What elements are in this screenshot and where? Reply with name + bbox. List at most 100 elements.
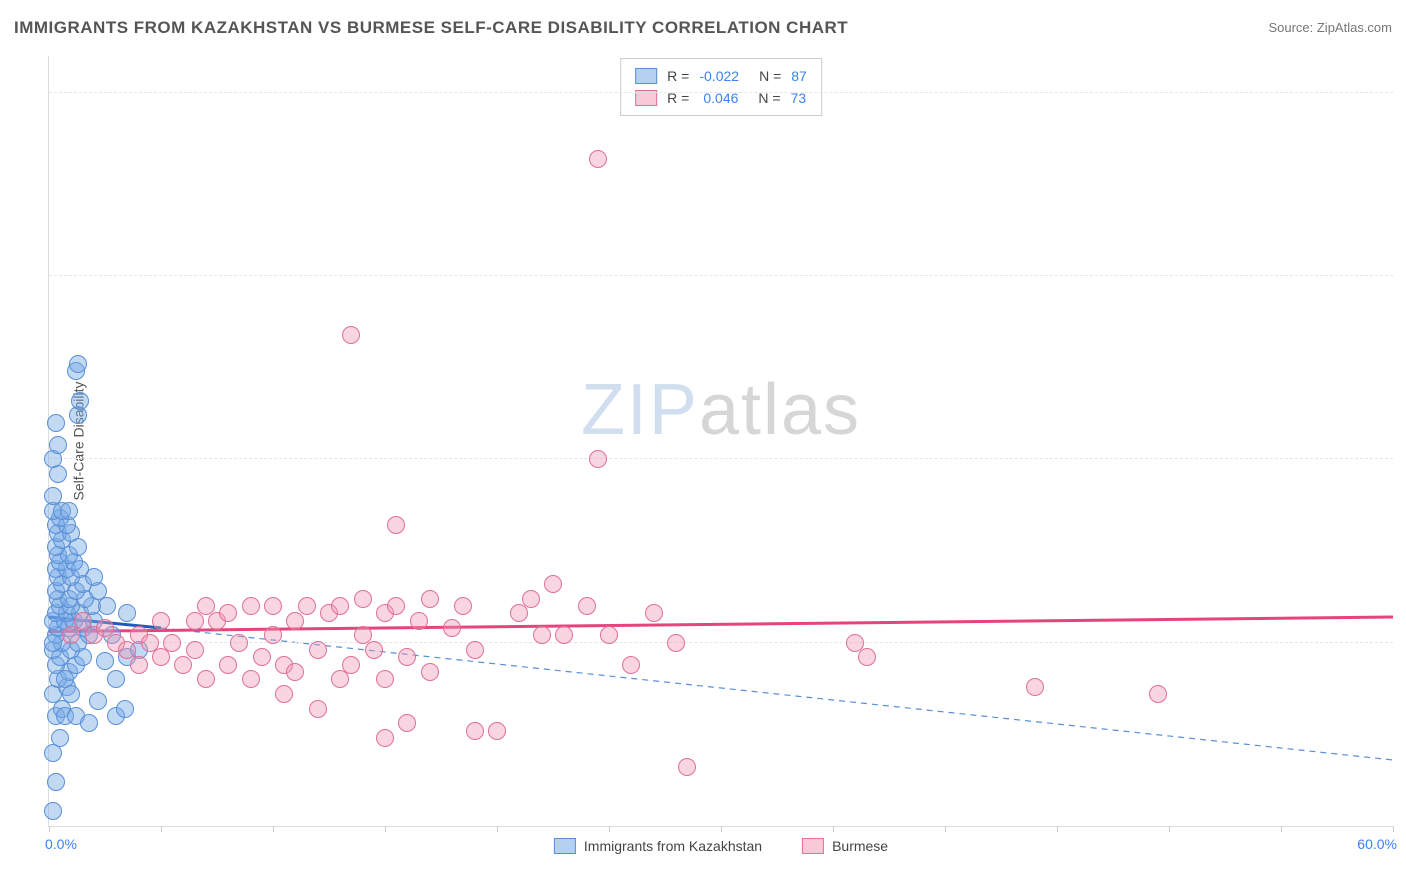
scatter-point-burmese <box>443 619 461 637</box>
scatter-point-burmese <box>141 634 159 652</box>
scatter-point-burmese <box>130 656 148 674</box>
scatter-point-burmese <box>466 641 484 659</box>
scatter-point-burmese <box>488 722 506 740</box>
source-attribution: Source: ZipAtlas.com <box>1268 20 1392 35</box>
scatter-point-kazakhstan <box>49 436 67 454</box>
x-tick <box>609 826 610 832</box>
scatter-point-burmese <box>622 656 640 674</box>
y-tick-label: 2.5% <box>1399 619 1406 635</box>
scatter-point-kazakhstan <box>107 670 125 688</box>
scatter-point-burmese <box>152 648 170 666</box>
scatter-point-burmese <box>645 604 663 622</box>
scatter-point-burmese <box>387 597 405 615</box>
scatter-point-burmese <box>264 597 282 615</box>
scatter-point-kazakhstan <box>47 414 65 432</box>
swatch-kazakhstan <box>554 838 576 854</box>
x-tick <box>833 826 834 832</box>
scatter-point-kazakhstan <box>96 652 114 670</box>
correlation-legend: R = -0.022 N = 87 R = 0.046 N = 73 <box>620 58 822 116</box>
scatter-point-burmese <box>589 450 607 468</box>
scatter-point-burmese <box>253 648 271 666</box>
scatter-point-burmese <box>376 729 394 747</box>
scatter-point-kazakhstan <box>69 355 87 373</box>
scatter-point-kazakhstan <box>51 729 69 747</box>
scatter-point-kazakhstan <box>80 714 98 732</box>
scatter-point-burmese <box>421 590 439 608</box>
gridline <box>49 92 1393 93</box>
scatter-point-burmese <box>342 326 360 344</box>
scatter-point-burmese <box>466 722 484 740</box>
scatter-point-burmese <box>242 670 260 688</box>
watermark-atlas: atlas <box>699 370 861 450</box>
correlation-row-burmese: R = 0.046 N = 73 <box>635 87 807 109</box>
r-value-kazakhstan: -0.022 <box>699 65 739 87</box>
scatter-point-burmese <box>1149 685 1167 703</box>
legend-label-burmese: Burmese <box>832 838 888 854</box>
scatter-point-burmese <box>421 663 439 681</box>
legend-item-burmese: Burmese <box>802 838 888 854</box>
scatter-point-kazakhstan <box>44 487 62 505</box>
legend-label-kazakhstan: Immigrants from Kazakhstan <box>584 838 762 854</box>
scatter-point-burmese <box>376 670 394 688</box>
n-label: N = <box>759 65 781 87</box>
trendlines-layer <box>49 56 1393 826</box>
scatter-point-burmese <box>298 597 316 615</box>
x-axis-min-label: 0.0% <box>45 836 77 852</box>
scatter-point-burmese <box>186 612 204 630</box>
scatter-point-burmese <box>533 626 551 644</box>
scatter-point-kazakhstan <box>44 802 62 820</box>
scatter-point-kazakhstan <box>62 685 80 703</box>
gridline <box>49 458 1393 459</box>
x-tick <box>161 826 162 832</box>
x-tick <box>721 826 722 832</box>
scatter-point-burmese <box>365 641 383 659</box>
scatter-point-burmese <box>163 634 181 652</box>
r-label: R = <box>667 87 689 109</box>
x-tick <box>49 826 50 832</box>
x-tick <box>1281 826 1282 832</box>
scatter-point-burmese <box>186 641 204 659</box>
x-tick <box>497 826 498 832</box>
x-tick <box>1057 826 1058 832</box>
scatter-point-burmese <box>1026 678 1044 696</box>
x-tick <box>1169 826 1170 832</box>
correlation-row-kazakhstan: R = -0.022 N = 87 <box>635 65 807 87</box>
y-tick-label: 10.0% <box>1399 69 1406 85</box>
scatter-point-burmese <box>858 648 876 666</box>
scatter-point-kazakhstan <box>118 604 136 622</box>
scatter-point-burmese <box>286 663 304 681</box>
n-label: N = <box>758 87 780 109</box>
scatter-point-burmese <box>544 575 562 593</box>
y-tick-label: 5.0% <box>1399 435 1406 451</box>
scatter-point-burmese <box>578 597 596 615</box>
scatter-point-burmese <box>219 656 237 674</box>
scatter-point-burmese <box>454 597 472 615</box>
x-tick <box>1393 826 1394 832</box>
scatter-point-burmese <box>600 626 618 644</box>
scatter-point-burmese <box>264 626 282 644</box>
x-tick <box>385 826 386 832</box>
scatter-point-burmese <box>219 604 237 622</box>
r-value-burmese: 0.046 <box>703 87 738 109</box>
x-tick <box>945 826 946 832</box>
scatter-point-burmese <box>230 634 248 652</box>
chart-title: IMMIGRANTS FROM KAZAKHSTAN VS BURMESE SE… <box>14 18 848 38</box>
swatch-kazakhstan <box>635 68 657 84</box>
scatter-point-burmese <box>331 670 349 688</box>
scatter-point-kazakhstan <box>44 634 62 652</box>
scatter-point-burmese <box>398 714 416 732</box>
scatter-point-burmese <box>174 656 192 674</box>
swatch-burmese <box>802 838 824 854</box>
scatter-point-kazakhstan <box>60 502 78 520</box>
n-value-burmese: 73 <box>791 87 807 109</box>
scatter-point-burmese <box>510 604 528 622</box>
scatter-point-burmese <box>286 612 304 630</box>
scatter-point-burmese <box>275 685 293 703</box>
scatter-point-burmese <box>522 590 540 608</box>
x-axis-max-label: 60.0% <box>1357 836 1397 852</box>
scatter-point-kazakhstan <box>47 773 65 791</box>
scatter-point-burmese <box>342 656 360 674</box>
gridline <box>49 275 1393 276</box>
scatter-point-burmese <box>309 641 327 659</box>
scatter-point-burmese <box>152 612 170 630</box>
